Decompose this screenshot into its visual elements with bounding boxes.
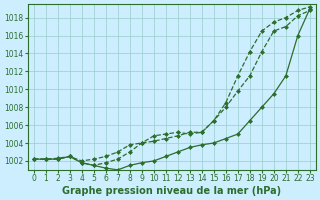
X-axis label: Graphe pression niveau de la mer (hPa): Graphe pression niveau de la mer (hPa) bbox=[62, 186, 281, 196]
